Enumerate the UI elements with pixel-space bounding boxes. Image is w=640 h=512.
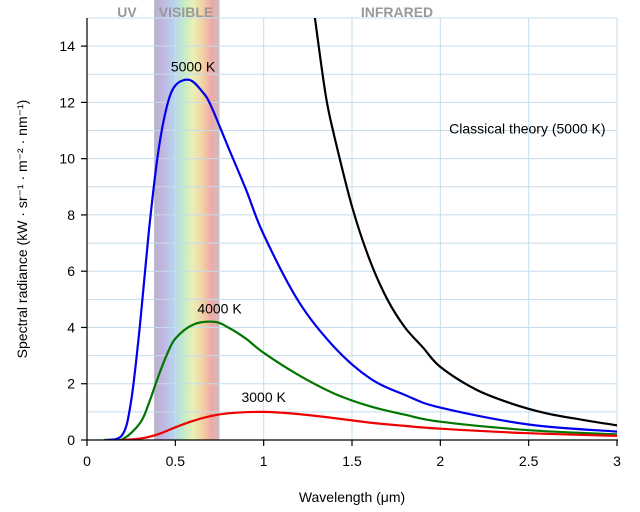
y-tick-label: 2 xyxy=(67,376,75,392)
y-tick-label: 0 xyxy=(67,432,75,448)
series-annotation: 4000 K xyxy=(197,300,242,316)
series-annotation: Classical theory (5000 K) xyxy=(449,120,605,136)
y-tick-label: 10 xyxy=(59,151,75,167)
visible-spectrum-band xyxy=(154,0,220,440)
x-tick-label: 0 xyxy=(83,453,91,469)
region-label-uv: UV xyxy=(117,4,137,20)
grid-lines xyxy=(87,17,618,440)
series-line-5000-k xyxy=(103,78,617,440)
series-line-4000-k xyxy=(103,320,617,440)
region-label-infrared: INFRARED xyxy=(361,4,433,20)
series-annotation: 3000 K xyxy=(241,389,286,405)
x-tick-label: 2 xyxy=(436,453,444,469)
y-tick-label: 4 xyxy=(67,319,75,335)
region-label-visible: VISIBLE xyxy=(159,4,213,20)
chart-labels: 0 2 4 6 8 10 12 14 0 0.5 1 1.5 2 2.5 3 Wavelength (μm) S… xyxy=(14,4,621,505)
x-tick-label: 2.5 xyxy=(519,453,539,469)
x-axis-title: Wavelength (μm) xyxy=(299,489,405,505)
x-tick-label: 1 xyxy=(260,453,268,469)
series-line-3000-k xyxy=(121,410,617,440)
x-tick-label: 0.5 xyxy=(166,453,186,469)
series-annotation: 5000 K xyxy=(171,58,216,74)
y-axis-title: Spectral radiance (kW · sr⁻¹ · m⁻² · nm⁻… xyxy=(14,100,30,359)
y-tick-label: 12 xyxy=(59,94,75,110)
y-tick-label: 8 xyxy=(67,207,75,223)
x-tick-label: 1.5 xyxy=(342,453,362,469)
spectrum-bands xyxy=(154,0,220,440)
series-lines xyxy=(103,18,617,440)
series-line-classical-theory-5000-k xyxy=(313,18,617,427)
axes xyxy=(81,18,618,446)
y-tick-label: 6 xyxy=(67,263,75,279)
y-tick-label: 14 xyxy=(59,38,75,54)
x-tick-label: 3 xyxy=(613,453,621,469)
